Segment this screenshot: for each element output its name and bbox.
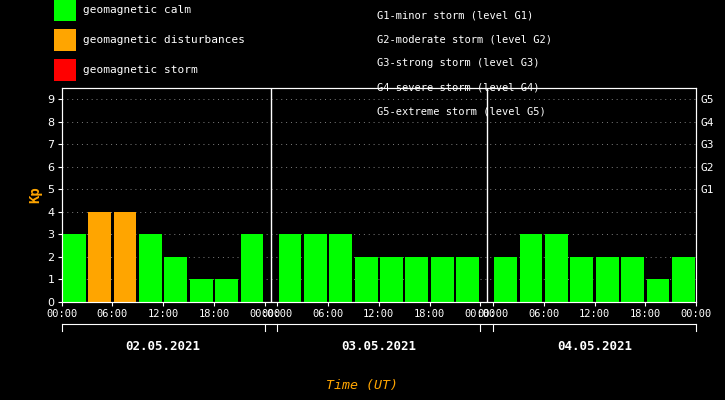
Text: geomagnetic storm: geomagnetic storm	[83, 65, 198, 75]
Bar	[571, 257, 593, 302]
Text: G2-moderate storm (level G2): G2-moderate storm (level G2)	[377, 34, 552, 44]
Bar	[456, 257, 479, 302]
Bar	[494, 257, 517, 302]
Bar	[520, 234, 542, 302]
Bar	[241, 234, 263, 302]
Bar	[63, 234, 86, 302]
Text: geomagnetic calm: geomagnetic calm	[83, 5, 191, 15]
Text: 04.05.2021: 04.05.2021	[557, 340, 632, 353]
Bar	[165, 257, 187, 302]
Bar	[304, 234, 327, 302]
Bar	[380, 257, 403, 302]
Bar	[114, 212, 136, 302]
Bar	[621, 257, 644, 302]
Text: G1-minor storm (level G1): G1-minor storm (level G1)	[377, 10, 534, 20]
Text: 02.05.2021: 02.05.2021	[125, 340, 201, 353]
Text: 03.05.2021: 03.05.2021	[341, 340, 416, 353]
Text: geomagnetic disturbances: geomagnetic disturbances	[83, 35, 245, 45]
Y-axis label: Kp: Kp	[28, 187, 42, 203]
Text: G4-severe storm (level G4): G4-severe storm (level G4)	[377, 82, 539, 92]
Bar	[88, 212, 111, 302]
Text: G5-extreme storm (level G5): G5-extreme storm (level G5)	[377, 106, 546, 116]
Bar	[139, 234, 162, 302]
Bar	[672, 257, 695, 302]
Bar	[355, 257, 378, 302]
Text: G3-strong storm (level G3): G3-strong storm (level G3)	[377, 58, 539, 68]
Bar	[647, 280, 669, 302]
Bar	[190, 280, 212, 302]
Bar	[215, 280, 238, 302]
Bar	[431, 257, 454, 302]
Bar	[596, 257, 618, 302]
Text: Time (UT): Time (UT)	[326, 379, 399, 392]
Bar	[405, 257, 428, 302]
Bar	[545, 234, 568, 302]
Bar	[278, 234, 302, 302]
Bar	[329, 234, 352, 302]
